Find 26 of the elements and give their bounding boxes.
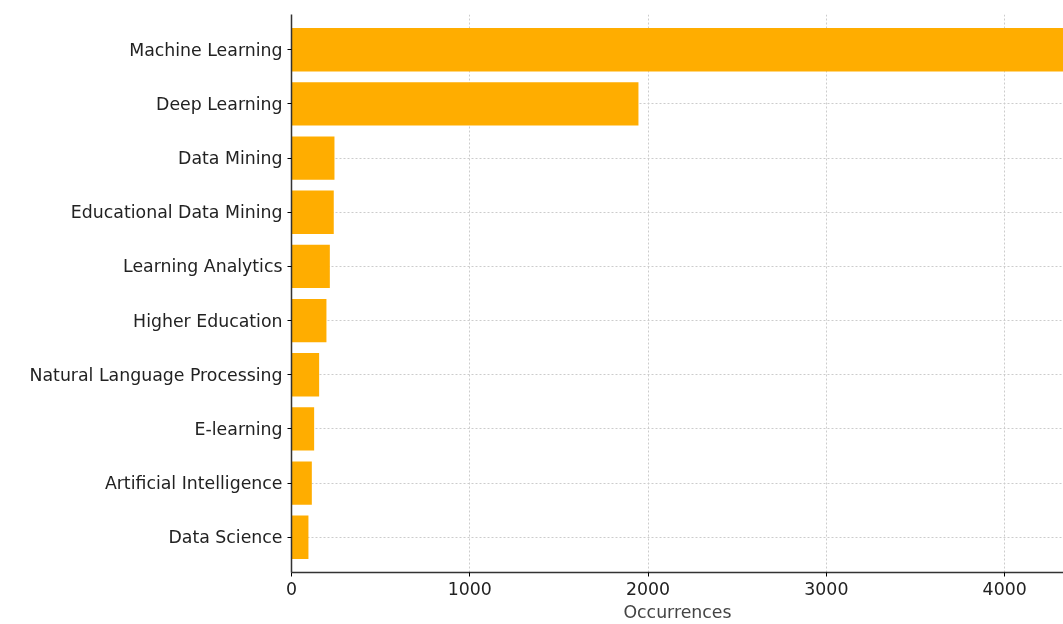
- y-tick-label: Data Mining: [178, 148, 283, 169]
- y-tick-label: Data Science: [168, 527, 283, 548]
- x-tick-label: 3000: [804, 578, 849, 599]
- y-tick-label: Deep Learning: [156, 93, 283, 114]
- y-tick-label: Learning Analytics: [123, 256, 283, 277]
- x-axis-title: Occurrences: [623, 601, 732, 622]
- y-tick-label: Natural Language Processing: [29, 364, 283, 385]
- x-tick-label: 4000: [982, 578, 1027, 599]
- bar: [291, 136, 335, 180]
- x-tick-label: 2000: [626, 578, 671, 599]
- x-tick-label: 0: [285, 578, 298, 599]
- bar: [291, 461, 312, 505]
- bar: [291, 407, 315, 451]
- y-tick-label: Artificial Intelligence: [104, 473, 283, 494]
- bar: [291, 28, 1063, 72]
- bar: [291, 82, 639, 126]
- y-tick-label: Educational Data Mining: [70, 202, 283, 223]
- bar: [291, 353, 320, 397]
- bar: [291, 190, 334, 234]
- bar: [291, 298, 327, 343]
- bar: [291, 244, 330, 289]
- bar: [291, 515, 309, 559]
- x-tick-label: 1000: [447, 578, 492, 599]
- y-tick-label: E-learning: [194, 418, 283, 439]
- y-tick-label: Machine Learning: [129, 39, 283, 60]
- y-tick-label: Higher Education: [133, 310, 283, 331]
